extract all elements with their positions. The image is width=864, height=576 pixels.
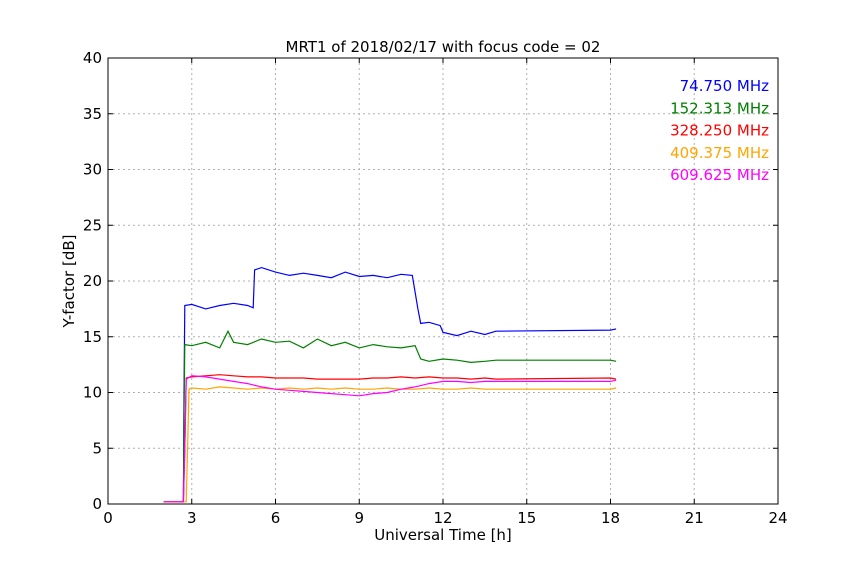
y-tick-label: 30 bbox=[83, 161, 102, 179]
x-tick-label: 24 bbox=[768, 509, 787, 527]
legend-entry: 74.750 MHz bbox=[680, 77, 769, 95]
x-tick-label: 9 bbox=[354, 509, 364, 527]
series-lines bbox=[163, 266, 617, 503]
legend: 74.750 MHz 152.313 MHz 328.250 MHz 409.375 … bbox=[670, 77, 769, 184]
x-tick-label: 0 bbox=[103, 509, 113, 527]
x-tick-label: 21 bbox=[685, 509, 704, 527]
grid-lines bbox=[108, 58, 778, 504]
series-line-1 bbox=[163, 329, 617, 503]
y-tick-label: 25 bbox=[83, 216, 102, 234]
y-tick-label: 5 bbox=[92, 439, 102, 457]
y-tick-label: 15 bbox=[83, 328, 102, 346]
x-axis-ticks: 0 3 6 9 12 15 18 21 24 bbox=[103, 58, 788, 527]
x-tick-label: 3 bbox=[187, 509, 197, 527]
x-tick-label: 15 bbox=[517, 509, 536, 527]
legend-entry: 409.375 MHz bbox=[670, 144, 769, 162]
legend-entry: 328.250 MHz bbox=[670, 122, 769, 140]
y-tick-label: 20 bbox=[83, 272, 102, 290]
y-tick-label: 0 bbox=[92, 495, 102, 513]
x-tick-label: 18 bbox=[601, 509, 620, 527]
y-tick-label: 10 bbox=[83, 384, 102, 402]
y-axis-ticks: 0 5 10 15 20 25 30 35 40 bbox=[83, 49, 778, 513]
x-tick-label: 6 bbox=[271, 509, 281, 527]
y-axis-label: Y-factor [dB] bbox=[60, 234, 78, 328]
x-tick-label: 12 bbox=[433, 509, 452, 527]
y-tick-label: 35 bbox=[83, 105, 102, 123]
chart-title: MRT1 of 2018/02/17 with focus code = 02 bbox=[286, 38, 601, 56]
legend-entry: 609.625 MHz bbox=[670, 166, 769, 184]
series-line-3 bbox=[163, 386, 617, 503]
y-tick-label: 40 bbox=[83, 49, 102, 67]
x-axis-label: Universal Time [h] bbox=[374, 526, 512, 544]
series-line-0 bbox=[163, 266, 617, 503]
series-line-4 bbox=[163, 375, 617, 503]
legend-entry: 152.313 MHz bbox=[670, 99, 769, 117]
series-line-2 bbox=[163, 374, 617, 503]
